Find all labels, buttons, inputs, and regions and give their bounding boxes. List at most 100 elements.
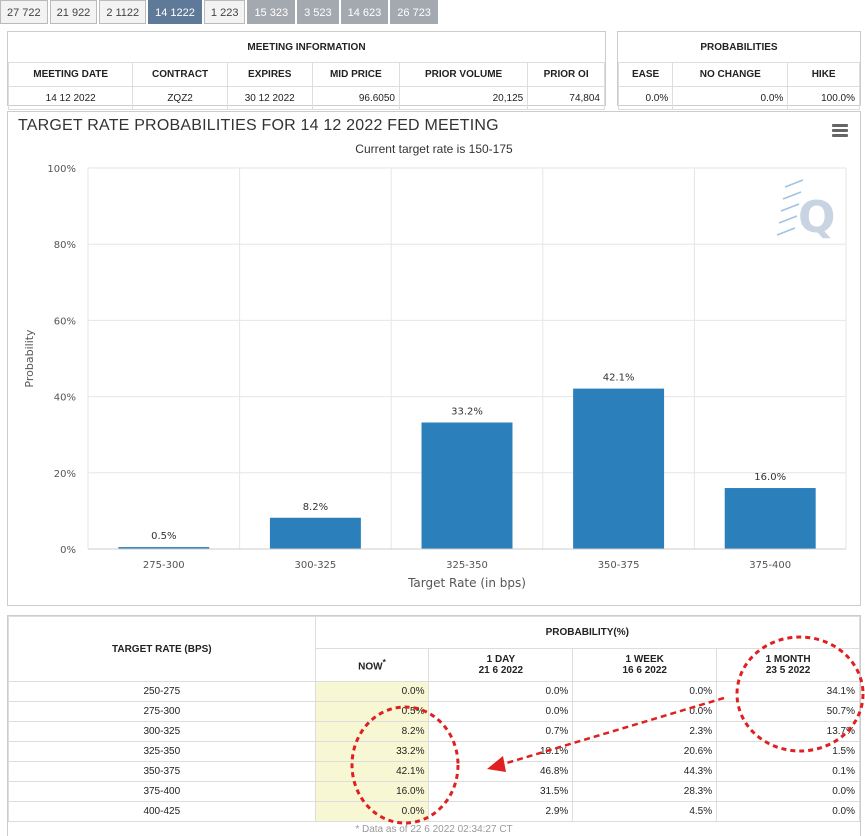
- date-tab[interactable]: 14 1222: [148, 0, 202, 24]
- meeting-info-value: 14 12 2022: [7, 86, 134, 110]
- x-tick-label: 300-325: [295, 560, 337, 571]
- y-tick-label: 20%: [54, 469, 76, 480]
- meeting-info-value: 20,125: [398, 86, 529, 110]
- period-label: NOW: [358, 661, 383, 673]
- period-column-header: 1 WEEK 16 6 2022: [572, 648, 718, 682]
- period-column-header: 1 MONTH 23 5 2022: [716, 648, 860, 682]
- probability-cell: 16.0%: [314, 781, 430, 802]
- probability-cell: 8.2%: [314, 721, 430, 742]
- probability-cell: 2.3%: [572, 721, 718, 742]
- logo-stripe: [782, 191, 802, 200]
- bar-data-label: 42.1%: [603, 373, 635, 384]
- target-rate-cell: 275-300: [8, 701, 316, 722]
- probabilities-panel: PROBABILITIES EASE NO CHANGE HIKE 0.0% 0.0%…: [617, 31, 861, 110]
- chart-menu-icon[interactable]: [832, 124, 848, 138]
- probability-cell: 0.0%: [716, 801, 860, 822]
- y-axis-label: Probability: [23, 329, 36, 388]
- target-rate-chart-panel: TARGET RATE PROBABILITIES FOR 14 12 2022…: [7, 111, 861, 606]
- bar-data-label: 0.5%: [151, 531, 176, 542]
- y-tick-label: 60%: [54, 316, 76, 327]
- x-tick-label: 350-375: [598, 560, 640, 571]
- logo-stripe: [778, 215, 798, 224]
- meeting-info-column-header: CONTRACT: [132, 62, 228, 87]
- date-tab[interactable]: 27 722: [0, 0, 48, 24]
- date-tab[interactable]: 3 523: [297, 0, 339, 24]
- date-tab[interactable]: 1 223: [203, 0, 246, 24]
- logo-stripe: [780, 203, 800, 212]
- meeting-info-value: 74,804: [527, 86, 605, 110]
- probability-cell: 46.8%: [428, 761, 574, 782]
- date-tab[interactable]: 15 323: [247, 0, 296, 24]
- probability-cell: 4.5%: [572, 801, 718, 822]
- probability-cell: 0.0%: [572, 701, 718, 722]
- probability-cell: 0.0%: [314, 801, 430, 822]
- target-rate-cell: 375-400: [8, 781, 316, 802]
- period-column-header: NOW*: [314, 648, 430, 682]
- period-date: 16 6 2022: [622, 665, 667, 676]
- probability-header: PROBABILITY(%): [314, 616, 861, 649]
- probability-cell: 0.0%: [428, 701, 574, 722]
- probability-cell: 1.5%: [716, 741, 860, 762]
- target-rate-cell: 400-425: [8, 801, 316, 822]
- probabilities-column-header: EASE: [617, 62, 674, 87]
- y-tick-label: 80%: [54, 240, 76, 251]
- date-tab[interactable]: 14 623: [340, 0, 389, 24]
- date-tab[interactable]: 2 1122: [99, 0, 147, 24]
- target-rate-cell: 325-350: [8, 741, 316, 762]
- table-row: 375-400 16.0% 31.5% 28.3% 0.0%: [8, 781, 860, 802]
- date-tab[interactable]: 26 723: [390, 0, 438, 24]
- date-tab[interactable]: 21 922: [49, 0, 98, 24]
- probabilities-value: 0.0%: [672, 86, 789, 110]
- probability-cell: 33.2%: [314, 741, 430, 762]
- meeting-info-column-header: EXPIRES: [226, 62, 313, 87]
- probability-cell: 20.6%: [572, 741, 718, 762]
- probability-cell: 31.5%: [428, 781, 574, 802]
- period-date: 23 5 2022: [765, 665, 811, 676]
- bar[interactable]: [118, 547, 210, 549]
- target-rate-cell: 250-275: [8, 681, 316, 702]
- probability-cell: 13.7%: [716, 721, 860, 742]
- probability-cell: 2.9%: [428, 801, 574, 822]
- probability-cell: 50.7%: [716, 701, 860, 722]
- meeting-info-column-header: PRIOR OI: [527, 62, 605, 87]
- probability-cell: 0.0%: [314, 681, 430, 702]
- y-tick-label: 40%: [54, 393, 76, 404]
- bar[interactable]: [421, 422, 513, 549]
- logo-stripe: [784, 179, 804, 188]
- table-row: 275-300 0.5% 0.0% 0.0% 50.7%: [8, 701, 860, 722]
- probability-cell: 42.1%: [314, 761, 430, 782]
- x-tick-label: 275-300: [143, 560, 185, 571]
- period-label: 1 MONTH: [765, 654, 811, 665]
- probability-cell: 0.1%: [716, 761, 860, 782]
- y-tick-label: 100%: [47, 164, 76, 175]
- target-rate-header: TARGET RATE (BPS): [8, 616, 316, 682]
- probabilities-column-header: NO CHANGE: [672, 62, 789, 87]
- x-axis-label: Target Rate (in bps): [407, 576, 526, 590]
- bar[interactable]: [269, 517, 361, 549]
- probability-cell: 44.3%: [572, 761, 718, 782]
- x-tick-label: 325-350: [446, 560, 488, 571]
- logo-stripe: [776, 227, 796, 236]
- probability-cell: 0.0%: [716, 781, 860, 802]
- probability-table-panel: TARGET RATE (BPS) PROBABILITY(%) NOW* 1 D…: [7, 615, 861, 836]
- probability-cell: 34.1%: [716, 681, 860, 702]
- target-rate-cell: 300-325: [8, 721, 316, 742]
- bar[interactable]: [724, 488, 816, 549]
- probabilities-title: PROBABILITIES: [700, 41, 778, 53]
- y-tick-label: 0%: [60, 545, 76, 556]
- target-rate-cell: 350-375: [8, 761, 316, 782]
- meeting-info-value: ZQZ2: [132, 86, 228, 110]
- meeting-info-column-header: MID PRICE: [311, 62, 401, 87]
- meeting-date-tabs: 27 722 21 922 2 1122 14 1222 1 223 15 323 3 52…: [0, 0, 440, 26]
- x-tick-label: 375-400: [749, 560, 791, 571]
- probability-cell: 0.7%: [428, 721, 574, 742]
- bar[interactable]: [573, 388, 665, 549]
- probabilities-column-header: HIKE: [787, 62, 860, 87]
- meeting-information-title: MEETING INFORMATION: [247, 41, 366, 53]
- probability-cell: 28.3%: [572, 781, 718, 802]
- table-row: 300-325 8.2% 0.7% 2.3% 13.7%: [8, 721, 860, 742]
- footnote-star: *: [382, 657, 386, 668]
- probability-cell: 0.0%: [572, 681, 718, 702]
- probabilities-value: 0.0%: [617, 86, 674, 110]
- period-date: 21 6 2022: [478, 665, 524, 676]
